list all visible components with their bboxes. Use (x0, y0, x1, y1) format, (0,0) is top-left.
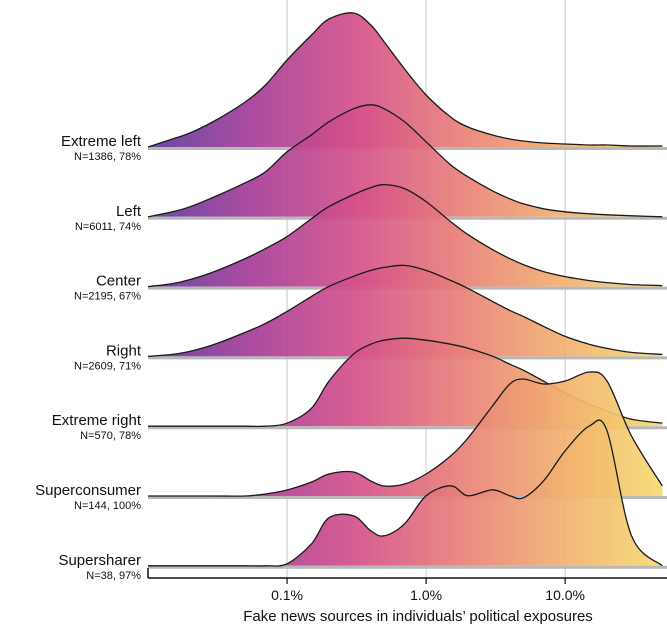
series-name: Extreme right (52, 412, 142, 429)
series-name: Extreme left (61, 133, 142, 150)
ridge-line (147, 12, 663, 148)
ridge-area (148, 420, 663, 567)
series-note: N=570, 78% (80, 430, 141, 442)
series-name: Superconsumer (35, 482, 141, 499)
ridge-area (148, 184, 663, 287)
series-name: Left (116, 203, 142, 220)
ridge-line (147, 104, 663, 218)
series-note: N=2195, 67% (74, 291, 141, 303)
x-tick-label: 0.1% (271, 587, 303, 603)
x-tick-label: 10.0% (545, 587, 585, 603)
ridge-area (148, 12, 663, 148)
x-axis-title: Fake news sources in individuals’ politi… (243, 608, 593, 625)
ridge-line (148, 371, 663, 497)
ridge-line (147, 183, 663, 288)
ridge-line (148, 419, 663, 567)
ridge-area (148, 265, 663, 357)
series-note: N=38, 97% (86, 570, 141, 582)
ridge-area (148, 104, 663, 217)
series-name: Center (96, 273, 141, 290)
series-note: N=6011, 74% (75, 221, 141, 233)
series-note: N=1386, 78% (74, 151, 141, 163)
ridge-line (147, 264, 663, 358)
series-note: N=144, 100% (74, 500, 141, 512)
series-note: N=2609, 71% (74, 360, 141, 372)
series-name: Supersharer (58, 552, 141, 569)
series-name: Right (106, 342, 142, 359)
x-tick-label: 1.0% (410, 587, 442, 603)
ridge-area (148, 371, 663, 497)
